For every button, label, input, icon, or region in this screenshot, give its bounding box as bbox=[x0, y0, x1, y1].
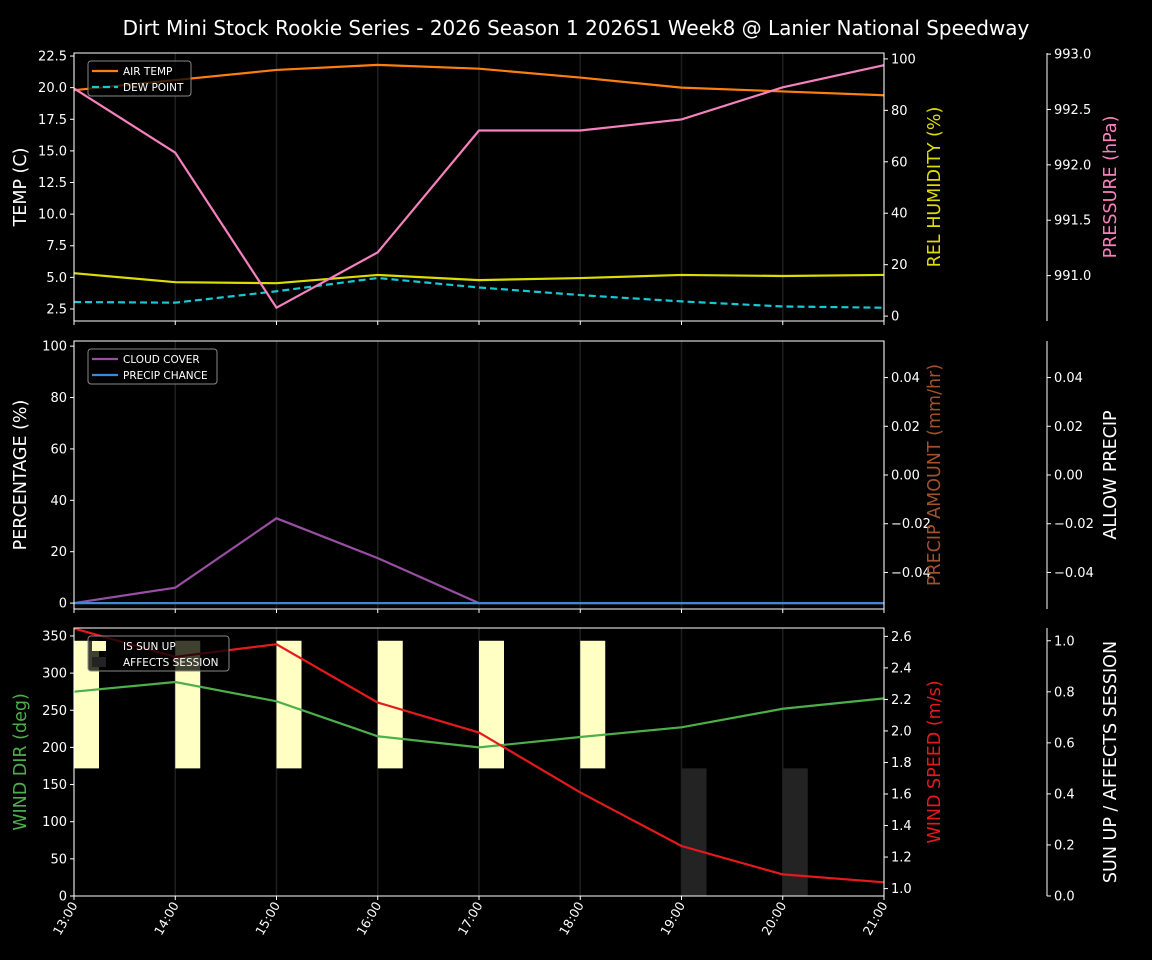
series-line-1 bbox=[73, 276, 885, 309]
right2-tick-label: −0.02 bbox=[1054, 517, 1094, 532]
right2-tick-label: 991.0 bbox=[1054, 269, 1091, 284]
legend-swatch bbox=[92, 641, 106, 651]
legend-label: PRECIP CHANCE bbox=[123, 370, 208, 382]
right-tick-label: 0 bbox=[891, 310, 899, 325]
legend: IS SUN UP AFFECTS SESSION bbox=[87, 635, 230, 672]
right-tick-label: 0.02 bbox=[891, 420, 920, 435]
right2-tick-label: 991.5 bbox=[1054, 214, 1091, 229]
left-tick-label: 0 bbox=[59, 597, 67, 612]
panel-1: 0 20 40 60 80 100 PERCENTAGE (%) −0.04 −0.02 0.00… bbox=[11, 340, 1121, 613]
left-tick-label: 350 bbox=[42, 629, 67, 644]
legend-label: AIR TEMP bbox=[123, 66, 172, 78]
right-tick-label: 1.4 bbox=[891, 819, 912, 834]
legend-label: IS SUN UP bbox=[123, 641, 176, 653]
series-line-0 bbox=[73, 63, 885, 97]
right-tick-label: 1.0 bbox=[891, 882, 912, 897]
left-tick-label: 150 bbox=[42, 778, 67, 793]
right-tick-label: 2.2 bbox=[891, 693, 912, 708]
left-tick-label: 22.5 bbox=[38, 50, 67, 65]
left-tick-label: 100 bbox=[42, 815, 67, 830]
left-tick-label: 100 bbox=[42, 340, 67, 355]
right-axis-label: WIND SPEED (m/s) bbox=[925, 680, 945, 843]
chart-title: Dirt Mini Stock Rookie Series - 2026 Sea… bbox=[123, 16, 1030, 40]
bar-is-sun-up bbox=[580, 640, 606, 769]
panel-0: 2.5 5.0 7.5 10.0 12.5 15.0 17.5 20.0 22.5 TEMP (C… bbox=[11, 48, 1121, 325]
left-tick-label: 0 bbox=[59, 890, 67, 905]
right-tick-label: 1.8 bbox=[891, 756, 912, 771]
right2-tick-label: 992.0 bbox=[1054, 158, 1091, 173]
right2-tick-label: 0.4 bbox=[1054, 787, 1075, 802]
right-tick-label: 1.6 bbox=[891, 788, 912, 803]
right-tick-label: −0.02 bbox=[891, 517, 931, 532]
left-tick-label: 200 bbox=[42, 741, 67, 756]
legend-label: DEW POINT bbox=[123, 82, 184, 94]
left-tick-label: 250 bbox=[42, 704, 67, 719]
right2-tick-label: 993.0 bbox=[1054, 48, 1091, 63]
right-axis-label: PRECIP AMOUNT (mm/hr) bbox=[925, 364, 945, 586]
legend-box bbox=[87, 60, 192, 97]
right2-axis-label: ALLOW PRECIP bbox=[1101, 410, 1121, 539]
bar-is-sun-up bbox=[479, 640, 504, 769]
right2-axis-label: PRESSURE (hPa) bbox=[1101, 116, 1121, 259]
right2-tick-label: 0.0 bbox=[1054, 890, 1075, 905]
right-tick-label: 20 bbox=[891, 258, 908, 273]
series-line-3 bbox=[73, 64, 885, 310]
left-axis-label: WIND DIR (deg) bbox=[11, 693, 31, 831]
right-tick-label: 2.0 bbox=[891, 724, 912, 739]
left-tick-label: 10.0 bbox=[38, 208, 67, 223]
right-tick-label: 2.4 bbox=[891, 661, 912, 676]
right2-tick-label: −0.04 bbox=[1054, 566, 1094, 581]
right2-tick-label: 1.0 bbox=[1054, 634, 1075, 649]
right-tick-label: 80 bbox=[891, 104, 908, 119]
legend-box bbox=[87, 635, 230, 672]
right2-tick-label: 0.02 bbox=[1054, 420, 1083, 435]
left-tick-label: 17.5 bbox=[38, 113, 67, 128]
right2-tick-label: 0.2 bbox=[1054, 838, 1075, 853]
right-tick-label: 1.2 bbox=[891, 851, 912, 866]
right2-axis-label: SUN UP / AFFECTS SESSION bbox=[1101, 641, 1121, 883]
left-axis-label: PERCENTAGE (%) bbox=[11, 400, 31, 551]
legend-swatch bbox=[92, 657, 106, 667]
right-tick-label: 0.00 bbox=[891, 469, 920, 484]
panel-2: 0 50 100 150 200 250 300 350 WIND DIR (deg) 1.0 1.… bbox=[11, 627, 1121, 905]
left-tick-label: 50 bbox=[50, 852, 67, 867]
bar-affects-session bbox=[681, 768, 707, 896]
series-line-0 bbox=[73, 680, 885, 749]
right-tick-label: 2.6 bbox=[891, 630, 912, 645]
right2-tick-label: 0.04 bbox=[1054, 371, 1083, 386]
left-tick-label: 80 bbox=[50, 391, 67, 406]
legend-label: CLOUD COVER bbox=[123, 354, 200, 366]
left-tick-label: 20.0 bbox=[38, 81, 67, 96]
right2-tick-label: 0.6 bbox=[1054, 736, 1075, 751]
right-tick-label: 60 bbox=[891, 155, 908, 170]
left-tick-label: 7.5 bbox=[46, 239, 67, 254]
legend: CLOUD COVER PRECIP CHANCE bbox=[87, 348, 218, 385]
legend: AIR TEMP DEW POINT bbox=[87, 60, 192, 97]
right2-tick-label: 992.5 bbox=[1054, 103, 1091, 118]
left-tick-label: 40 bbox=[50, 494, 67, 509]
right-tick-label: 0.04 bbox=[891, 371, 920, 386]
left-axis-label: TEMP (C) bbox=[11, 148, 31, 228]
right-tick-label: −0.04 bbox=[891, 566, 931, 581]
right-axis-label: REL HUMIDITY (%) bbox=[925, 107, 945, 268]
left-tick-label: 300 bbox=[42, 667, 67, 682]
right-tick-label: 100 bbox=[891, 52, 916, 67]
right-tick-label: 40 bbox=[891, 207, 908, 222]
series-line-2 bbox=[73, 272, 885, 285]
legend-box bbox=[87, 348, 218, 385]
left-tick-label: 15.0 bbox=[38, 144, 67, 159]
right2-tick-label: 0.8 bbox=[1054, 685, 1075, 700]
legend-label: AFFECTS SESSION bbox=[123, 657, 219, 669]
left-tick-label: 2.5 bbox=[46, 302, 67, 317]
left-tick-label: 20 bbox=[50, 545, 67, 560]
left-tick-label: 12.5 bbox=[38, 176, 67, 191]
right2-tick-label: 0.00 bbox=[1054, 469, 1083, 484]
left-tick-label: 60 bbox=[50, 442, 67, 457]
left-tick-label: 5.0 bbox=[46, 271, 67, 286]
